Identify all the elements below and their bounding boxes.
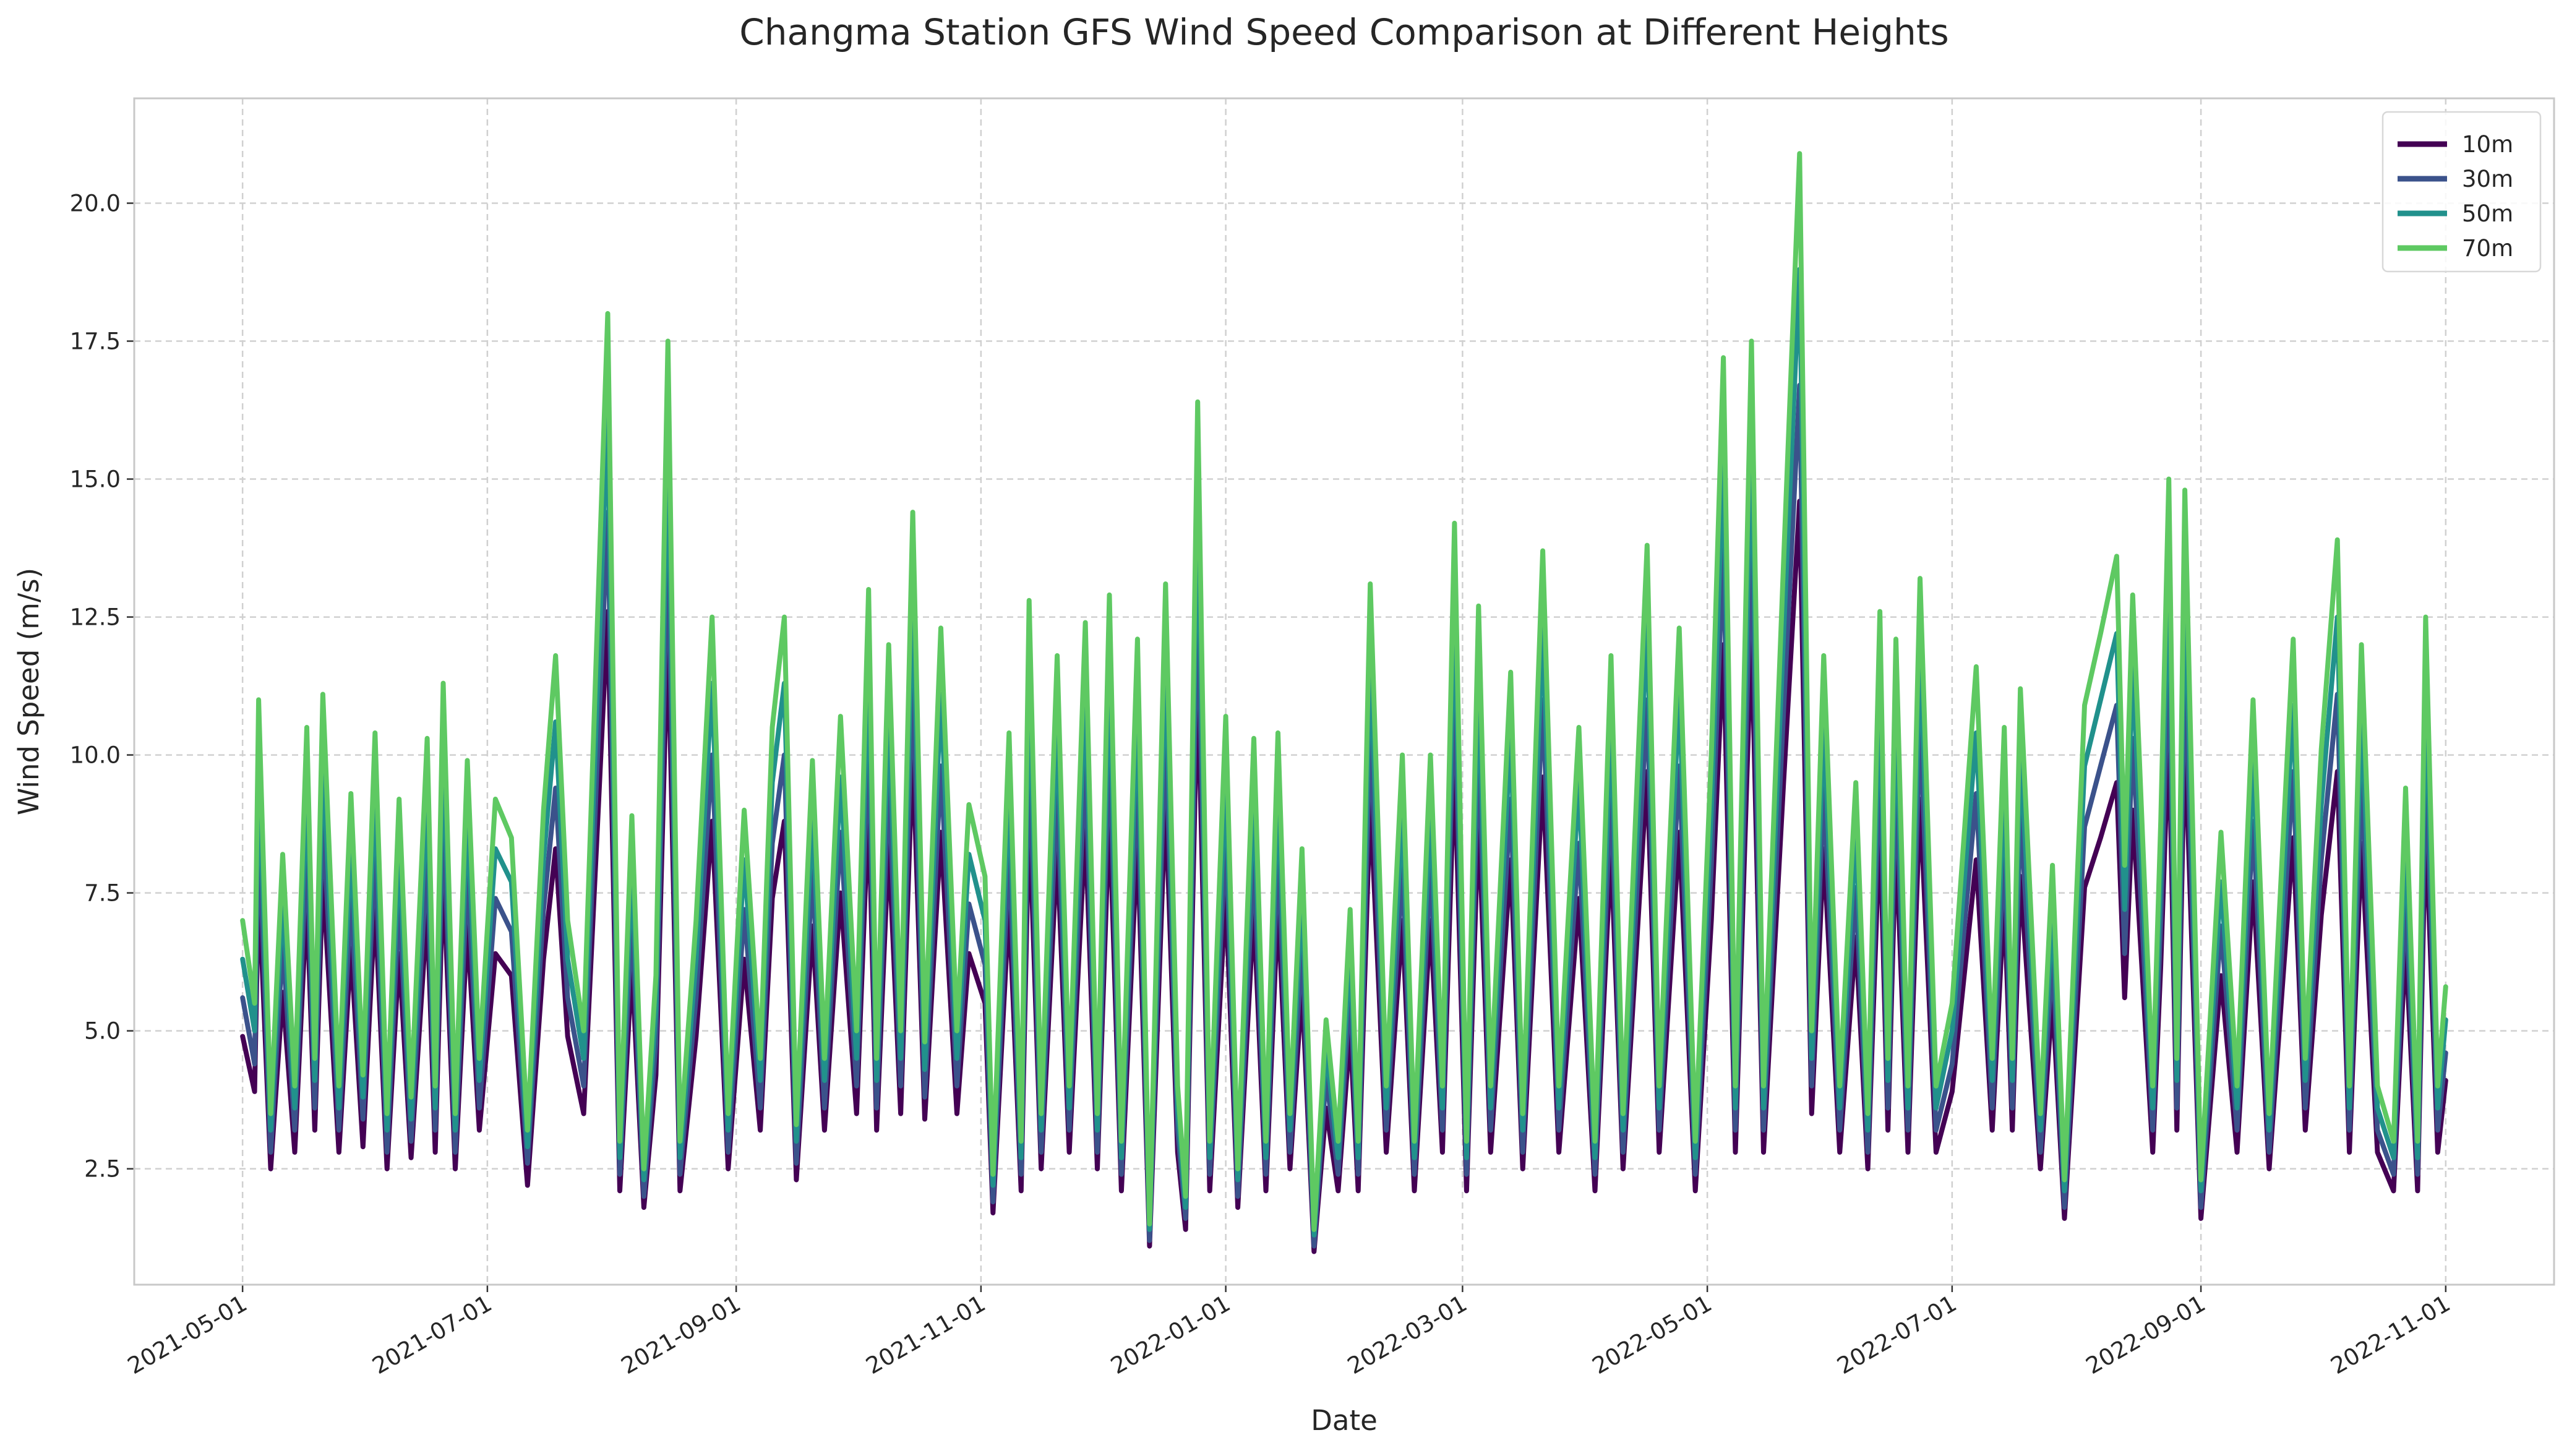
- y-tick-label: 2.5: [84, 1156, 121, 1183]
- y-tick-label: 17.5: [70, 328, 121, 355]
- legend-label: 50m: [2462, 200, 2513, 227]
- y-tick-label: 7.5: [84, 880, 121, 907]
- chart-title: Changma Station GFS Wind Speed Compariso…: [739, 11, 1948, 53]
- y-tick-label: 5.0: [84, 1018, 121, 1045]
- y-tick-label: 20.0: [70, 190, 121, 216]
- plot-frame: [133, 97, 2555, 1286]
- legend-box: [2381, 111, 2542, 273]
- y-axis-label: Wind Speed (m/s): [12, 568, 45, 815]
- y-tick-label: 12.5: [70, 604, 121, 631]
- y-tick-label: 10.0: [70, 742, 121, 769]
- y-tick-label: 15.0: [70, 466, 121, 493]
- x-axis-label: Date: [1311, 1404, 1378, 1437]
- legend-label: 10m: [2462, 131, 2513, 158]
- series-line: [240, 151, 2448, 1232]
- legend-label: 70m: [2462, 235, 2513, 262]
- legend-label: 30m: [2462, 166, 2513, 192]
